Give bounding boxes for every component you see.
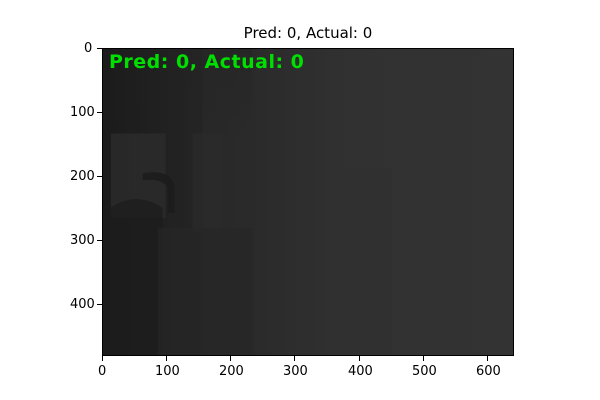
image-overlay-text: Pred: 0, Actual: 0 [109,51,305,73]
y-tick-mark [97,240,102,241]
x-tick-mark [423,356,424,361]
y-tick-label: 200 [70,169,95,184]
y-tick-mark [97,304,102,305]
y-tick-mark [97,48,102,49]
x-tick-label: 200 [219,364,244,379]
image-axes: Pred: 0, Actual: 0 [102,48,514,356]
x-tick-label: 400 [348,364,373,379]
x-tick-mark [487,356,488,361]
x-tick-mark [102,356,103,361]
y-tick-mark [97,112,102,113]
y-tick-mark [97,176,102,177]
x-tick-label: 0 [98,364,107,379]
x-tick-label: 500 [412,364,437,379]
x-tick-mark [359,356,360,361]
plot-title: Pred: 0, Actual: 0 [243,24,373,42]
x-tick-mark [294,356,295,361]
x-tick-label: 100 [155,364,180,379]
y-tick-label: 400 [70,297,95,312]
x-tick-mark [230,356,231,361]
x-tick-mark [166,356,167,361]
y-tick-label: 0 [84,41,93,56]
y-tick-label: 300 [70,233,95,248]
y-tick-label: 100 [70,105,95,120]
x-tick-label: 300 [283,364,308,379]
camera-image [103,49,513,355]
x-tick-label: 600 [476,364,501,379]
